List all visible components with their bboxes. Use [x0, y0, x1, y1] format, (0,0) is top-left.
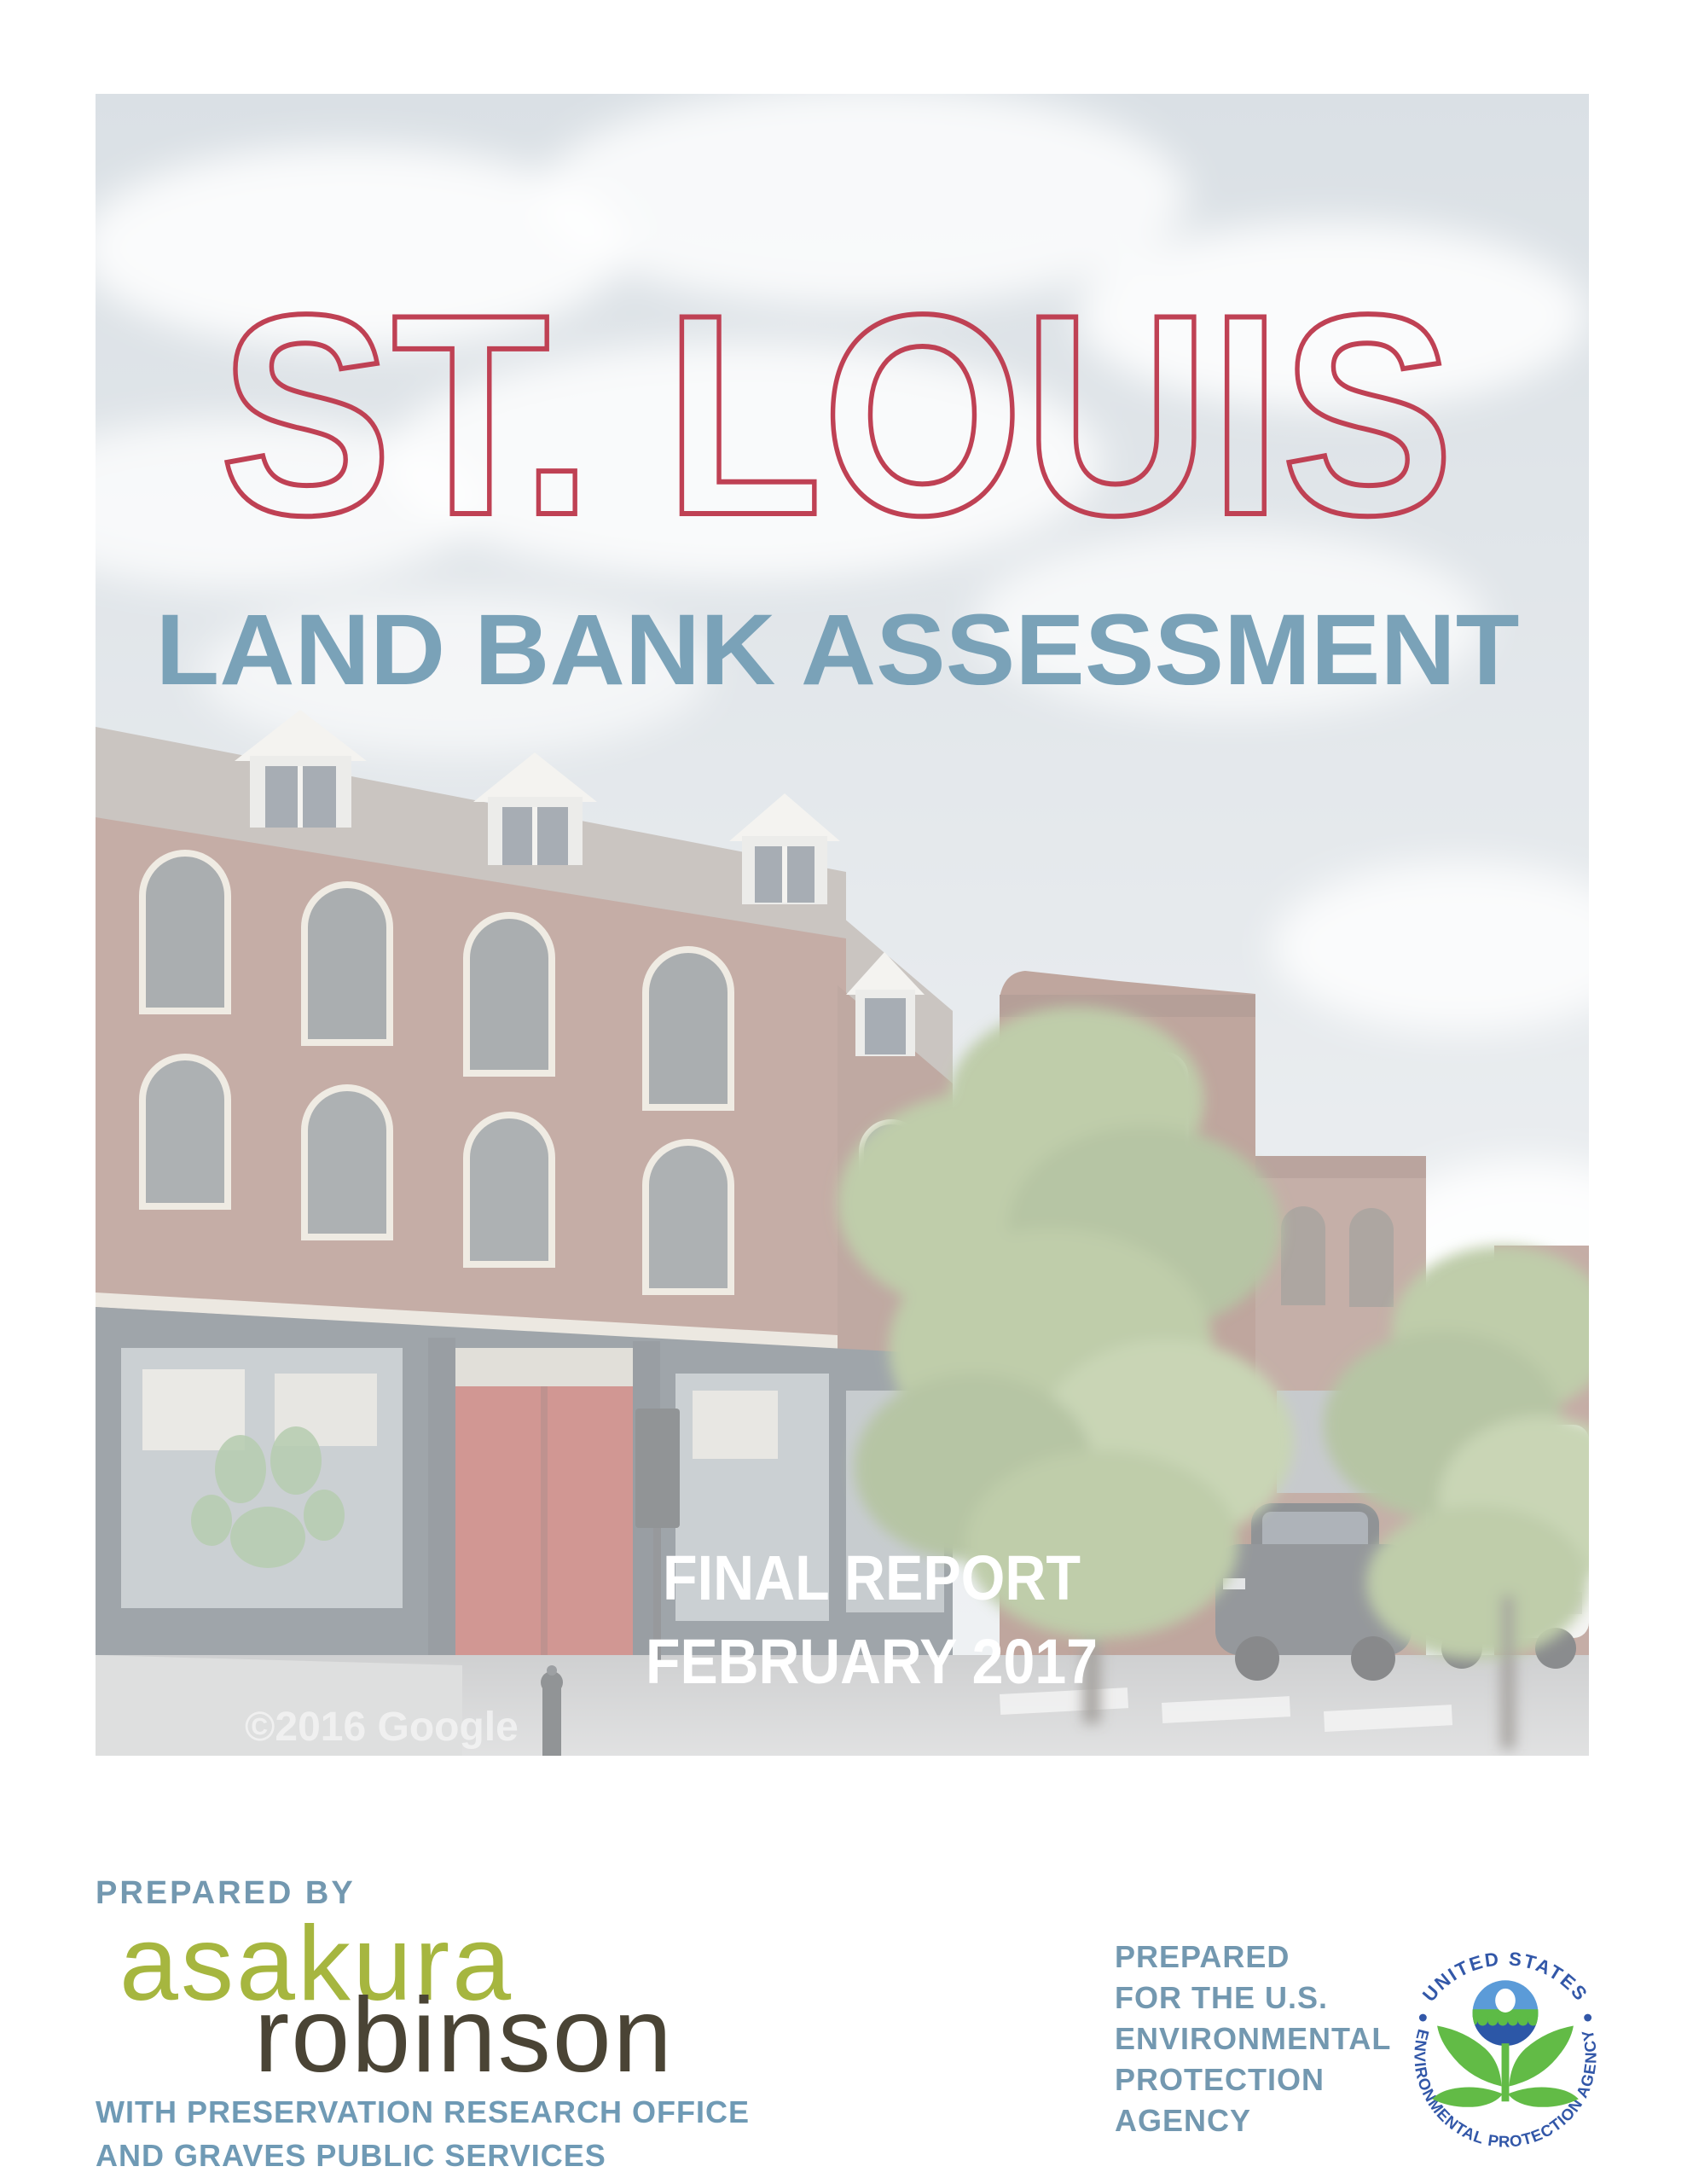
main-title: ST. LOUIS	[220, 255, 1454, 574]
prepared-for-line-2: FOR THE U.S.	[1115, 1980, 1329, 2015]
final-report-line: FINAL REPORT	[663, 1542, 1081, 1613]
prepared-for-line-1: PREPARED	[1115, 1939, 1290, 1974]
epa-logo: UNITED STATES ENVIRONMENTAL PROTECTION A…	[1411, 1948, 1598, 2150]
asakura-robinson-logo: asakura robinson	[119, 1911, 674, 2088]
subtitle: LAND BANK ASSESSMENT	[156, 594, 1520, 706]
prepared-for-line-3: ENVIRONMENTAL	[1115, 2021, 1392, 2056]
photo-white-overlay	[96, 94, 1589, 1756]
prepared-by-label: PREPARED BY	[96, 1875, 356, 1911]
epa-ring-dot-left	[1418, 2013, 1427, 2022]
epa-flower-icon	[1432, 1980, 1579, 2107]
cover-titles: ST. LOUIS LAND BANK ASSESSMENT FINAL REP…	[156, 253, 1520, 1697]
logo-robinson: robinson	[254, 1977, 674, 2094]
partners-text: WITH PRESERVATION RESEARCH OFFICE AND GR…	[96, 2090, 750, 2177]
prepared-for-line-4: PROTECTION	[1115, 2062, 1325, 2097]
partners-line-2: AND GRAVES PUBLIC SERVICES	[96, 2138, 606, 2173]
prepared-for-line-5: AGENCY	[1115, 2103, 1252, 2138]
epa-ring-dot-right	[1584, 2013, 1592, 2022]
report-date-line: FEBRUARY 2017	[646, 1626, 1098, 1697]
prepared-for-text: PREPARED FOR THE U.S. ENVIRONMENTAL PROT…	[1115, 1937, 1391, 2141]
partners-line-1: WITH PRESERVATION RESEARCH OFFICE	[96, 2094, 751, 2129]
logo-asakura: asakura	[119, 1905, 514, 2023]
cover-photo: ©2016 Google ST. LOUIS LAND BANK ASSESSM…	[96, 94, 1589, 1756]
